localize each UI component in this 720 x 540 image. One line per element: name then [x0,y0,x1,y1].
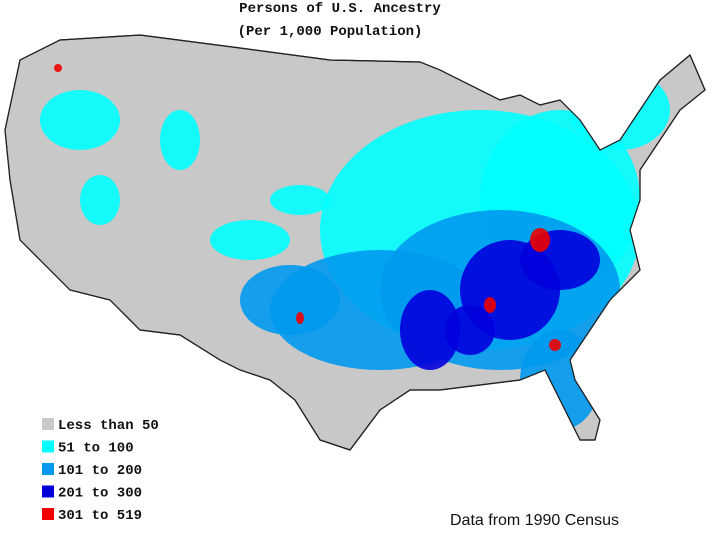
us-border [4,34,706,451]
legend: Less than 50 51 to 100 101 to 200 201 to 30… [42,418,159,524]
shaded-region [160,110,200,170]
legend-label: 301 to 519 [58,508,142,524]
legend-swatch [42,463,54,475]
shaded-region [445,305,495,355]
shaded-region [570,70,670,150]
legend-swatch [42,440,54,453]
shaded-region [296,312,304,324]
shaded-region [240,265,340,335]
shaded-region [210,220,290,260]
shaded-region [270,185,330,215]
shaded-region [530,228,550,252]
legend-swatch [42,508,54,520]
legend-label: 101 to 200 [58,463,142,479]
map-title: Persons of U.S. Ancestry [239,1,441,17]
legend-swatch [42,485,54,498]
legend-label: 51 to 100 [58,441,134,457]
shaded-region [54,64,62,72]
map-subtitle: (Per 1,000 Population) [238,24,423,40]
shaded-region [40,90,120,150]
shaded-region [80,175,120,225]
legend-swatch [42,418,54,430]
shaded-region [400,290,460,370]
shaded-region [549,339,561,351]
county-patches [40,64,670,430]
source-note: Data from 1990 Census [450,512,619,529]
legend-label: Less than 50 [58,418,159,434]
shaded-region [484,297,496,313]
legend-label: 201 to 300 [58,486,142,502]
